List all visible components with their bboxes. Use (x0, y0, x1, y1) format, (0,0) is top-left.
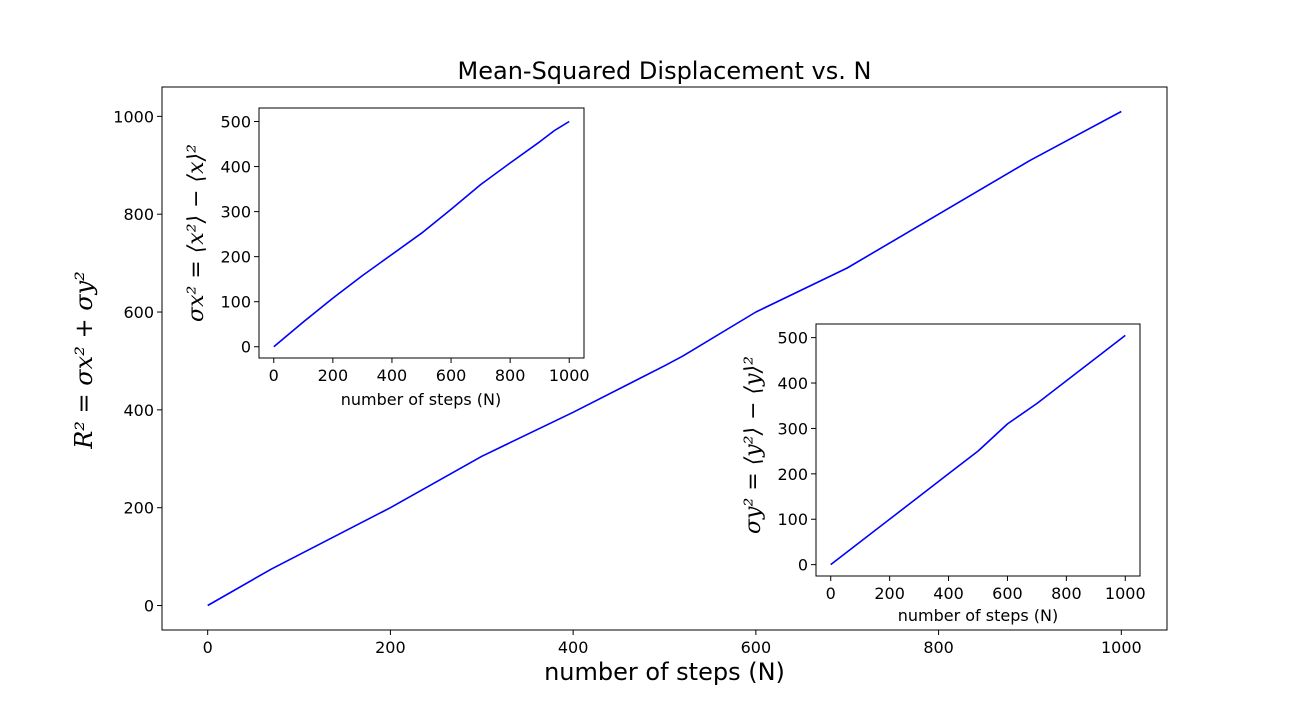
main-y-tick-label: 1000 (113, 107, 154, 126)
main-x-tick-label: 600 (741, 638, 772, 657)
chart-title: Mean-Squared Displacement vs. N (458, 57, 872, 85)
inset-y-x-tick-label: 200 (874, 584, 905, 603)
inset-y-x-tick-label: 600 (992, 584, 1023, 603)
main-y-tick-label: 400 (123, 401, 154, 420)
main-y-tick-label: 600 (123, 303, 154, 322)
inset-x-x-tick-label: 1000 (549, 366, 590, 385)
inset-y-y-tick-label: 200 (777, 465, 808, 484)
inset-y-x-tick-label: 0 (826, 584, 836, 603)
inset-x-x-tick-label: 800 (495, 366, 526, 385)
inset-x-plot: 0 200 400 600 800 1000 0 100 200 300 400 500 (220, 107, 590, 385)
inset-x-x-tick-label: 200 (318, 366, 349, 385)
inset-y-x-tick-label: 800 (1051, 584, 1082, 603)
inset-x-y-axis-label: σx² = ⟨x²⟩ − ⟨x⟩² (184, 144, 209, 322)
inset-x-y-tick-label: 500 (220, 113, 251, 132)
inset-y-y-tick-label: 400 (777, 374, 808, 393)
inset-x-x-axis-label: number of steps (N) (341, 390, 502, 409)
main-x-tick-label: 200 (375, 638, 406, 657)
main-x-tick-label: 0 (203, 638, 213, 657)
chart-title-text: Mean-Squared Displacement vs. N (458, 57, 872, 85)
main-x-axis-label: number of steps (N) (544, 658, 785, 686)
inset-y-y-tick-label: 300 (777, 419, 808, 438)
inset-y-series-line (830, 334, 1126, 566)
inset-x-x-tick-label: 0 (269, 366, 279, 385)
inset-y-x-tick-label: 1000 (1105, 584, 1146, 603)
inset-x-y-tick-label: 100 (220, 293, 251, 312)
main-x-tick-label: 400 (558, 638, 589, 657)
inset-x-x-tick-label: 600 (436, 366, 467, 385)
inset-y-x-axis-label: number of steps (N) (898, 606, 1059, 625)
inset-x-y-tick-label: 200 (220, 248, 251, 267)
inset-x-y-tick-label: 0 (241, 338, 251, 357)
main-y-tick-label: 800 (123, 205, 154, 224)
main-y-tick-label: 0 (144, 597, 154, 616)
main-series-line (207, 110, 1122, 607)
inset-x-y-tick-label: 400 (220, 158, 251, 177)
main-y-axis-label: R² = σx² + σy² (70, 271, 98, 450)
inset-y-x-tick-label: 400 (933, 584, 964, 603)
main-y-tick-label: 200 (123, 499, 154, 518)
inset-y-y-tick-label: 500 (777, 329, 808, 348)
inset-y-y-tick-label: 0 (798, 556, 808, 575)
main-x-tick-label: 1000 (1101, 638, 1142, 657)
main-x-tick-label: 800 (923, 638, 954, 657)
inset-y-y-tick-label: 100 (777, 510, 808, 529)
inset-x-y-tick-label: 300 (220, 203, 251, 222)
inset-y-y-axis-label: σy² = ⟨y²⟩ − ⟨y⟩² (741, 356, 766, 534)
inset-y-plot: 0 200 400 600 800 1000 0 100 200 300 400 500 (777, 323, 1146, 603)
inset-x-x-tick-label: 400 (377, 366, 408, 385)
inset-x-series-line (273, 120, 570, 348)
